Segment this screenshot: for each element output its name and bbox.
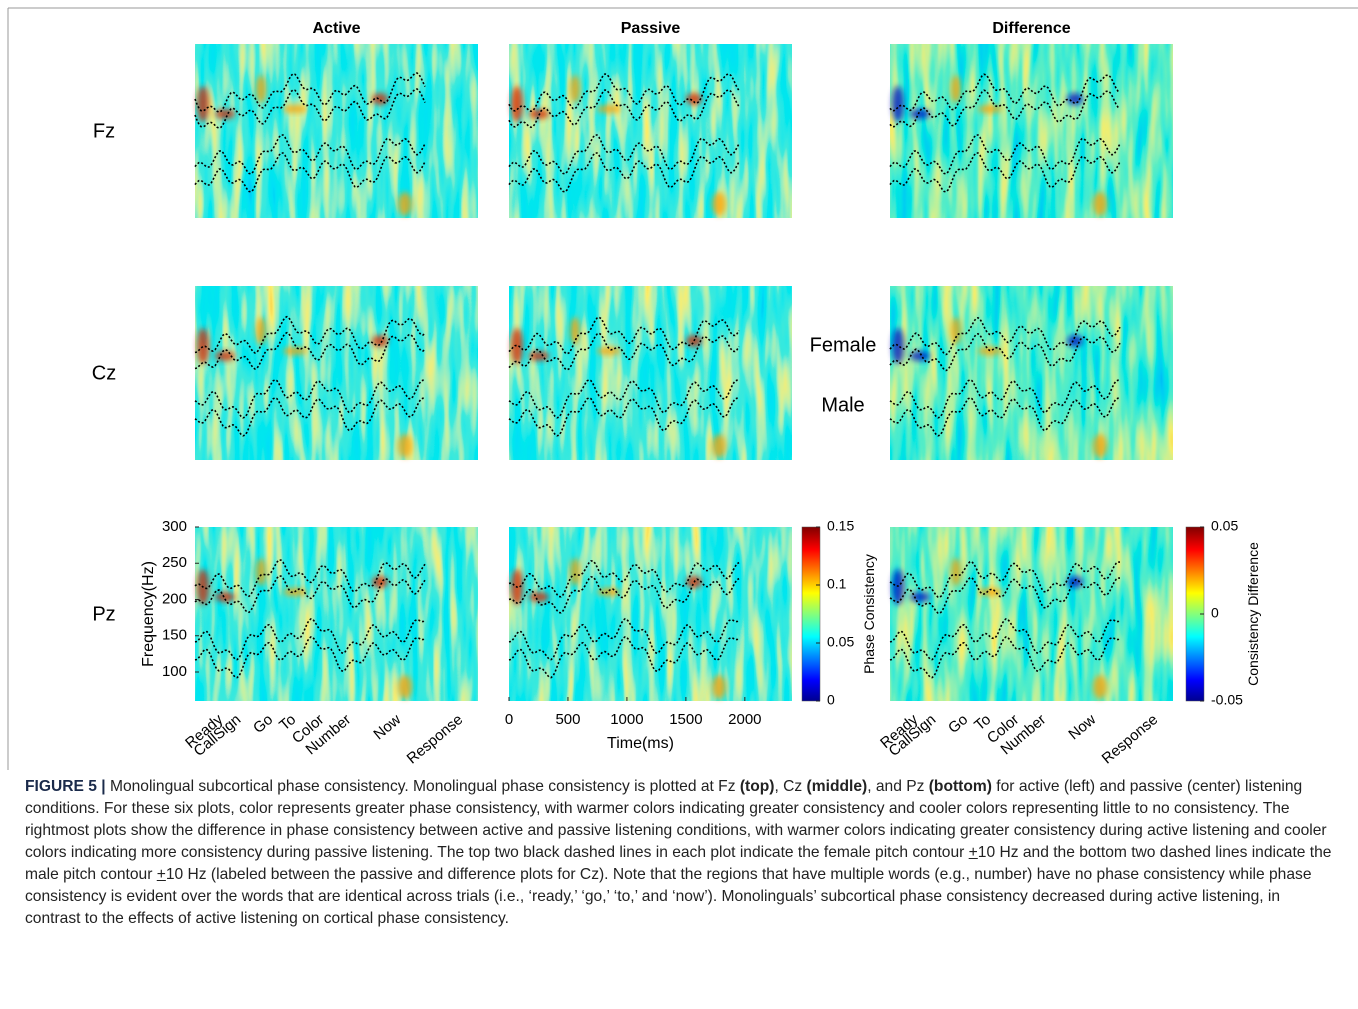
heatmap-hotspot: [511, 328, 523, 364]
heatmap-hotspot: [372, 335, 388, 347]
caption-text: +: [969, 844, 978, 861]
x-tick-label: 1000: [610, 711, 643, 728]
colorbar: [802, 527, 820, 701]
word-label: Go: [945, 711, 971, 737]
contour-label: Male: [821, 394, 864, 416]
heatmap-hotspot: [686, 93, 702, 105]
heatmap-hotspot: [1093, 434, 1107, 458]
heatmap-hotspot: [256, 317, 266, 345]
heatmap-hotspot: [570, 558, 580, 586]
heatmap: [509, 286, 792, 460]
column-title: Active: [312, 20, 360, 37]
contour-label: Female: [810, 334, 877, 356]
heatmap: [890, 286, 1173, 460]
y-tick-label: 150: [162, 627, 187, 644]
heatmap-hotspot: [951, 317, 961, 345]
y-axis-label: Frequency(Hz): [140, 561, 157, 667]
heatmap-hotspot: [197, 86, 209, 122]
heatmap-hotspot: [529, 592, 549, 602]
heatmap: [195, 286, 478, 460]
heatmap-hotspot: [978, 105, 1002, 113]
column-title: Difference: [992, 20, 1070, 37]
heatmap-hotspot: [712, 192, 726, 216]
heatmap-hotspot: [712, 434, 726, 458]
caption-label: FIGURE 5 |: [25, 778, 106, 795]
row-label: Fz: [93, 120, 115, 142]
heatmap-hotspot: [511, 86, 523, 122]
colorbar-tick-label: 0.05: [827, 634, 854, 650]
colorbar-tick-label: -0.05: [1211, 692, 1243, 708]
colorbar-label: Phase Consistency: [861, 554, 877, 674]
heatmap-hotspot: [1067, 576, 1083, 588]
word-label: Now: [1065, 711, 1099, 743]
caption-text: , Cz: [774, 778, 806, 795]
heatmap: [890, 44, 1173, 218]
heatmap-hotspot: [1067, 335, 1083, 347]
row-label: Cz: [92, 362, 116, 384]
heatmap-hotspot: [570, 75, 580, 103]
colorbar-tick-label: 0: [1211, 605, 1219, 621]
colorbar-label: Consistency Difference: [1245, 542, 1261, 686]
colorbar-tick-label: 0.15: [827, 518, 854, 534]
heatmap-hotspot: [398, 434, 412, 458]
y-tick-label: 200: [162, 590, 187, 607]
y-tick-label: 300: [162, 518, 187, 535]
heatmap-hotspot: [892, 86, 904, 122]
column-title: Passive: [621, 20, 681, 37]
y-tick-label: 100: [162, 663, 187, 680]
word-label: Now: [370, 711, 404, 743]
heatmap-hotspot: [283, 347, 307, 355]
heatmap-hotspot: [1093, 675, 1107, 699]
caption: FIGURE 5 | Monolingual subcortical phase…: [25, 776, 1335, 930]
heatmap: [195, 44, 478, 218]
page: { "figure": { "columns": ["Active", "Pas…: [0, 0, 1358, 1009]
y-tick-label: 250: [162, 554, 187, 571]
heatmap-hotspot: [570, 317, 580, 345]
heatmap: [890, 527, 1173, 701]
x-tick-label: 0: [505, 711, 513, 728]
colorbar-tick-label: 0.1: [827, 576, 847, 592]
caption-text: (top): [740, 778, 775, 795]
row-label: Pz: [92, 603, 115, 625]
caption-text: (bottom): [929, 778, 992, 795]
heatmap-hotspot: [398, 675, 412, 699]
heatmap-hotspot: [1093, 192, 1107, 216]
x-tick-label: 2000: [728, 711, 761, 728]
caption-text: , and Pz: [867, 778, 929, 795]
heatmap: [509, 527, 792, 701]
heatmap-hotspot: [197, 328, 209, 364]
word-label: Go: [250, 711, 276, 737]
caption-text: 10 Hz (labeled between the passive and d…: [25, 866, 1312, 927]
caption-text: +: [157, 866, 166, 883]
heatmap-hotspot: [256, 75, 266, 103]
heatmap: [195, 527, 478, 701]
word-label: Response: [404, 711, 467, 767]
figure: Fz Cz Pz Active Passive Difference Female Male 1…: [0, 0, 1358, 770]
word-label: Response: [1099, 711, 1162, 767]
colorbar-tick-label: 0: [827, 692, 835, 708]
heatmap-hotspot: [283, 105, 307, 113]
x-tick-label: 1500: [669, 711, 702, 728]
colorbar-tick-label: 0.05: [1211, 518, 1238, 534]
heatmap-hotspot: [215, 109, 235, 119]
x-tick-label: 500: [555, 711, 580, 728]
caption-text: (middle): [807, 778, 868, 795]
heatmap: [509, 44, 792, 218]
heatmap-hotspot: [398, 192, 412, 216]
heatmap-hotspot: [951, 75, 961, 103]
heatmap-hotspot: [372, 576, 388, 588]
caption-text: Monolingual subcortical phase consistenc…: [106, 778, 740, 795]
heatmap-hotspot: [951, 558, 961, 586]
heatmap-hotspot: [712, 675, 726, 699]
x-axis-label: Time(ms): [607, 735, 674, 752]
